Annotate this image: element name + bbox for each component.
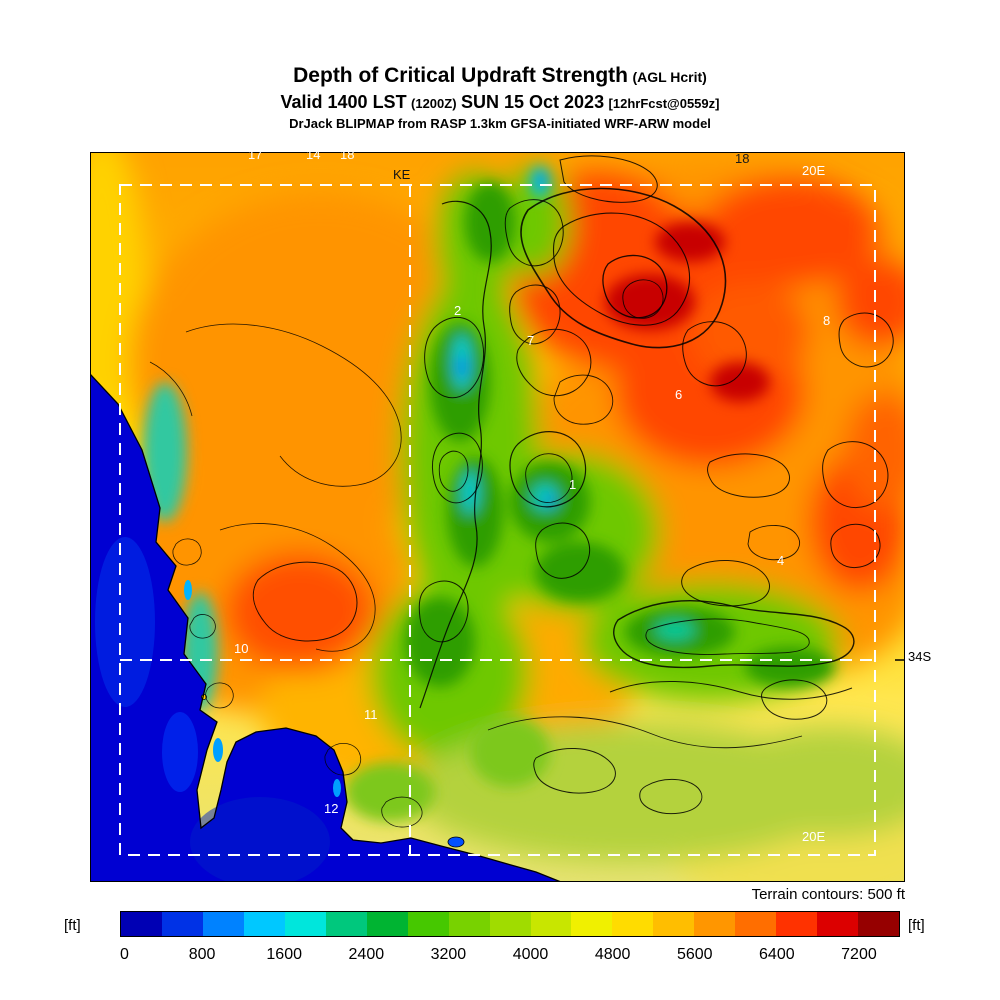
forecast-cycle: [12hrFcst@0559z] [608, 96, 720, 111]
colorbar-unit-right: [ft] [908, 917, 925, 934]
colorbar-segment [202, 912, 244, 936]
colorbar-tick-label: 1600 [266, 946, 302, 963]
colorbar-segment [161, 912, 203, 936]
colorbar-segment [858, 912, 900, 936]
coastline [90, 373, 562, 882]
colorbar-segment [243, 912, 285, 936]
map-border [90, 152, 905, 882]
model-line: DrJack BLIPMAP from RASP 1.3km GFSA-init… [289, 116, 711, 131]
colorbar-segment [776, 912, 818, 936]
colorbar-segment [653, 912, 695, 936]
colorbar [120, 911, 900, 937]
colorbar-segment [489, 912, 531, 936]
title-text: Depth of Critical Updraft Strength [293, 64, 628, 87]
valid-time-line: Valid 1400 LST (1200Z) SUN 15 Oct 2023 [… [0, 92, 1000, 113]
valid-date: SUN 15 Oct 2023 [461, 92, 605, 112]
page-title: Depth of Critical Updraft Strength (AGL … [0, 64, 1000, 88]
colorbar-tick-label: 5600 [676, 946, 713, 963]
domain-boundary-dashed [119, 184, 876, 856]
colorbar-segment [571, 912, 613, 936]
forecast-map-canvas [90, 152, 905, 882]
terrain-contour-lines [149, 155, 894, 828]
colorbar-tick-label: 4800 [594, 946, 631, 963]
colorbar-segment [612, 912, 654, 936]
colorbar-unit-left: [ft] [64, 917, 81, 934]
colorbar-segment [366, 912, 408, 936]
colorbar-tick-label: 6400 [759, 946, 795, 963]
colorbar-segment [694, 912, 736, 936]
colorbar-tick-label: 800 [188, 946, 216, 963]
colorbar-segment [284, 912, 326, 936]
valid-prefix: Valid 1400 LST [280, 92, 407, 112]
colorbar-segment [735, 912, 777, 936]
colorbar-tick-label: 4000 [512, 946, 549, 963]
colorbar-tick-label: 2400 [348, 946, 385, 963]
title-suffix: (AGL Hcrit) [632, 69, 707, 85]
colorbar-segment [448, 912, 490, 936]
valid-zulu: (1200Z) [411, 96, 457, 111]
colorbar-tick-label: 0 [120, 946, 129, 963]
colorbar-segment [817, 912, 859, 936]
ocean [90, 373, 562, 882]
terrain-contours-note: Terrain contours: 500 ft [751, 886, 905, 903]
colorbar-segment [407, 912, 449, 936]
map-label-34s: 34S [908, 649, 932, 664]
filled-contours [90, 152, 905, 882]
header: Depth of Critical Updraft Strength (AGL … [0, 64, 1000, 131]
colorbar-segment [121, 912, 162, 936]
colorbar-tick-label: 7200 [841, 946, 877, 963]
colorbar-tick-labels: 0 800 1600 2400 3200 4000 4800 5600 6400 7200 [120, 946, 900, 966]
colorbar-segment [530, 912, 572, 936]
colorbar-segment [325, 912, 367, 936]
forecast-map: 17 14 18 18 KE 20E 20E 2 7 6 1 8 4 10 11 12 34S Terrain … [90, 148, 931, 903]
colorbar-tick-label: 3200 [430, 946, 467, 963]
